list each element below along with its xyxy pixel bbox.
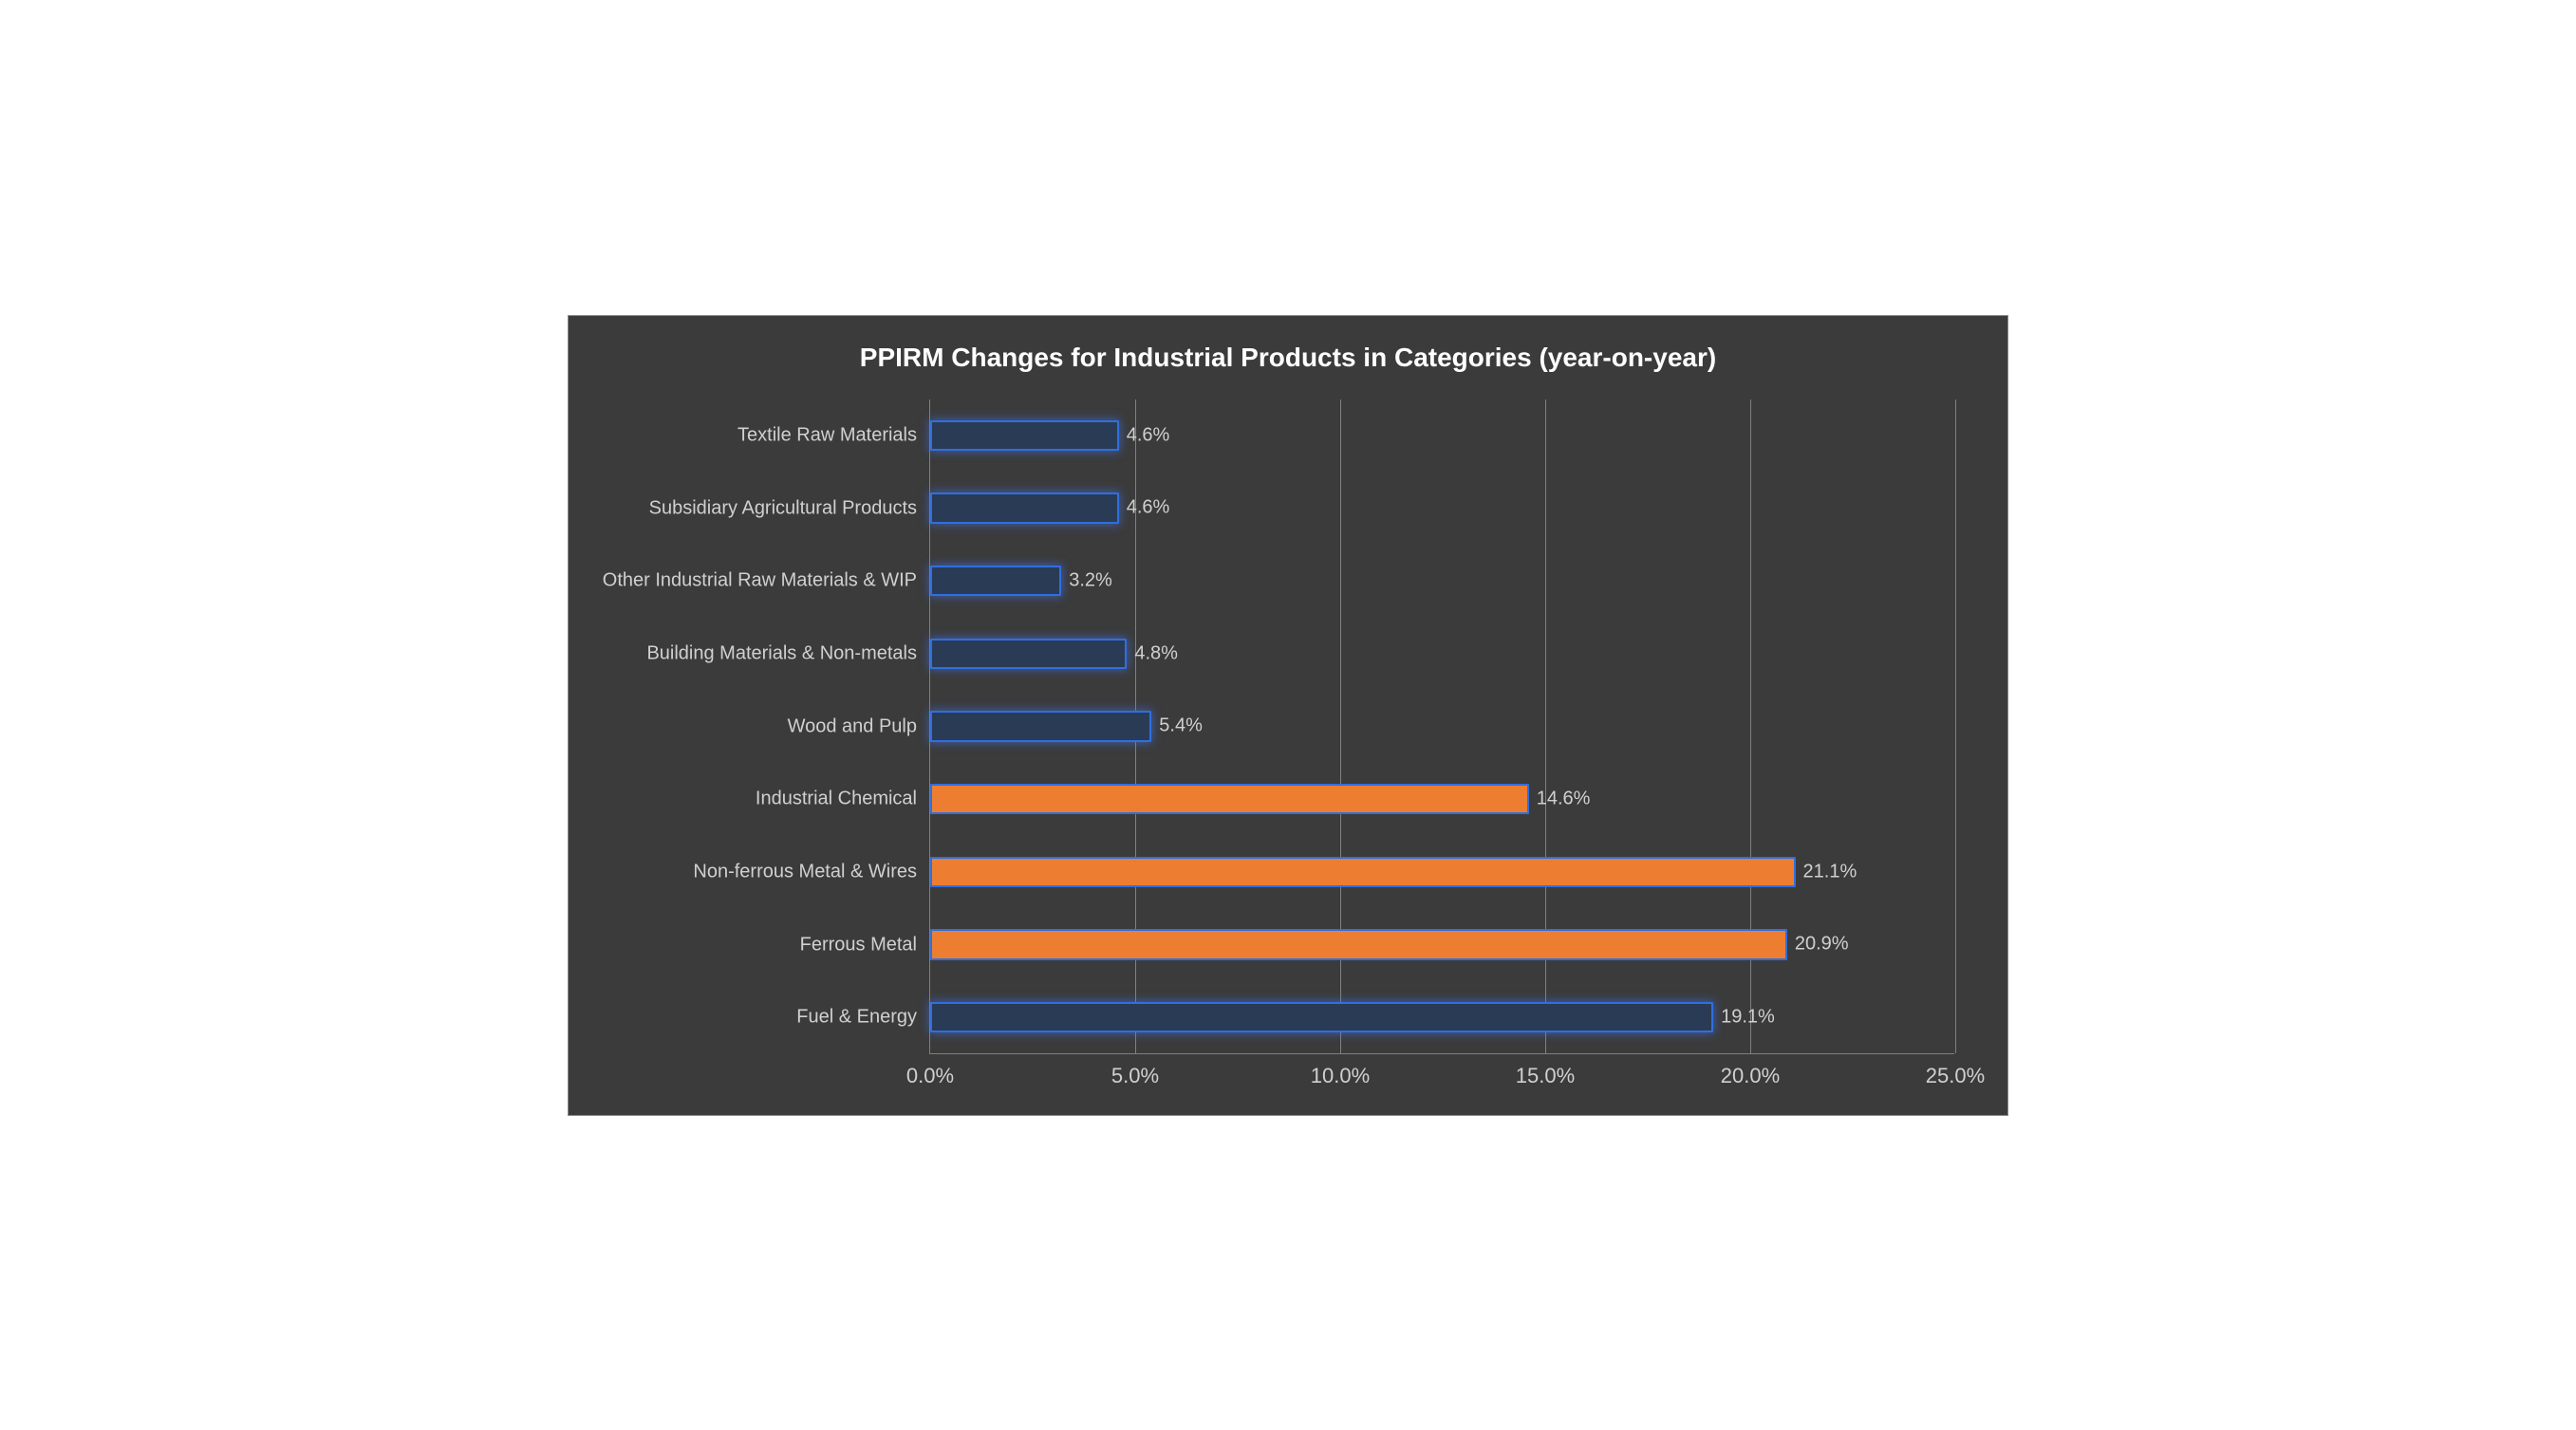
bar: 19.1% — [930, 1002, 1713, 1032]
x-tick-label: 25.0% — [1926, 1064, 1985, 1088]
plot-area: 0.0%5.0%10.0%15.0%20.0%25.0%Fuel & Energ… — [929, 399, 1954, 1054]
bar-row: 19.1% — [930, 1002, 1954, 1032]
bar-value-label: 19.1% — [1711, 1007, 1775, 1029]
category-label: Industrial Chemical — [756, 789, 930, 810]
bar-highlighted: 21.1% — [930, 857, 1796, 887]
bar-value-label: 4.8% — [1125, 642, 1178, 664]
ppirm-bar-chart: PPIRM Changes for Industrial Products in… — [568, 315, 2008, 1116]
bar-value-label: 3.2% — [1059, 570, 1112, 592]
x-tick-label: 15.0% — [1516, 1064, 1575, 1088]
category-label: Non-ferrous Metal & Wires — [693, 861, 930, 882]
category-label: Fuel & Energy — [796, 1007, 930, 1029]
chart-title: PPIRM Changes for Industrial Products in… — [569, 343, 2007, 373]
bar-value-label: 4.6% — [1117, 497, 1170, 519]
bar-value-label: 14.6% — [1527, 789, 1591, 810]
x-tick-label: 20.0% — [1721, 1064, 1780, 1088]
category-label: Other Industrial Raw Materials & WIP — [603, 570, 930, 592]
x-tick-label: 0.0% — [906, 1064, 954, 1088]
bar: 5.4% — [930, 711, 1151, 741]
bar-value-label: 20.9% — [1785, 934, 1849, 956]
category-label: Subsidiary Agricultural Products — [649, 497, 930, 519]
bar: 4.6% — [930, 492, 1119, 523]
bar-value-label: 4.6% — [1117, 424, 1170, 446]
bar-row: 4.8% — [930, 639, 1954, 669]
bar-row: 20.9% — [930, 929, 1954, 959]
bar-row: 3.2% — [930, 566, 1954, 596]
bar: 4.6% — [930, 420, 1119, 451]
bar: 4.8% — [930, 639, 1127, 669]
bar-row: 14.6% — [930, 784, 1954, 814]
x-tick-label: 5.0% — [1111, 1064, 1159, 1088]
category-label: Ferrous Metal — [800, 934, 930, 956]
x-tick-label: 10.0% — [1311, 1064, 1370, 1088]
category-label: Textile Raw Materials — [737, 424, 930, 446]
bar-highlighted: 20.9% — [930, 929, 1787, 959]
bar-row: 21.1% — [930, 857, 1954, 887]
bar-value-label: 5.4% — [1149, 715, 1203, 737]
bar-highlighted: 14.6% — [930, 784, 1529, 814]
bar-row: 5.4% — [930, 711, 1954, 741]
category-label: Wood and Pulp — [788, 715, 930, 737]
bar: 3.2% — [930, 566, 1061, 596]
gridline — [1955, 399, 1956, 1053]
bar-row: 4.6% — [930, 492, 1954, 523]
bar-row: 4.6% — [930, 420, 1954, 451]
bar-value-label: 21.1% — [1794, 861, 1857, 882]
category-label: Building Materials & Non-metals — [646, 642, 930, 664]
